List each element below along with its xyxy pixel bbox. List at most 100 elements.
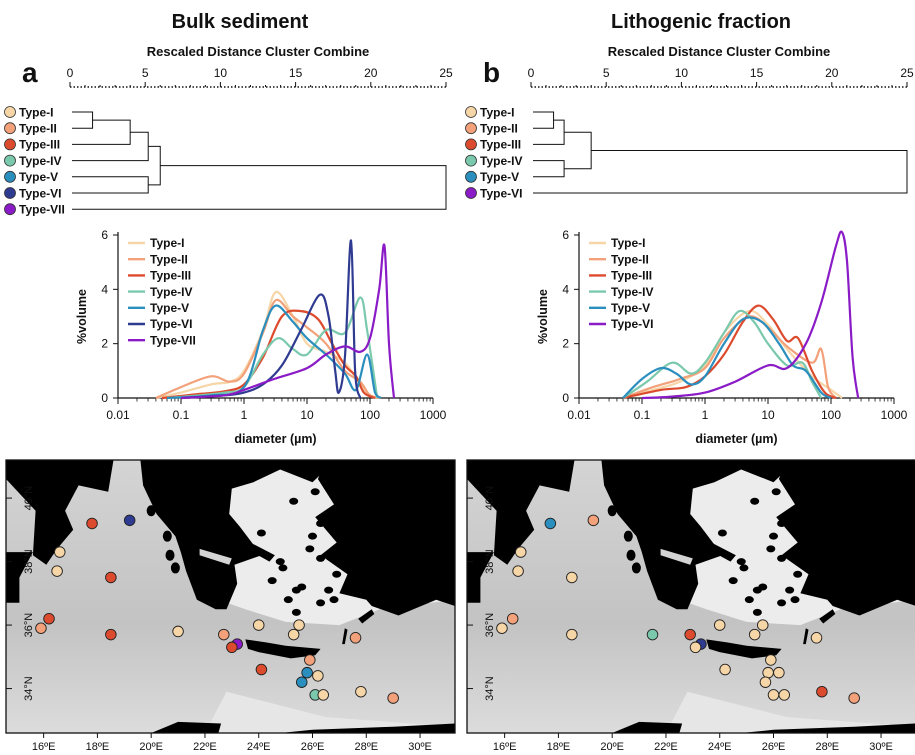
land-euboea: [690, 533, 736, 562]
lon-tick-label: 20ºE: [600, 741, 624, 753]
station-marker: [684, 628, 696, 641]
dendrogram-link: [148, 145, 161, 186]
station-marker: [587, 514, 600, 527]
legend-label: Type-II: [611, 252, 649, 266]
station-marker: [756, 619, 769, 631]
station-marker: [35, 622, 47, 634]
x-tick-label: 100: [821, 408, 841, 422]
land-island: [728, 577, 738, 585]
station-marker: [778, 689, 791, 701]
land-island: [777, 554, 787, 562]
x-tick-label: 1: [702, 408, 709, 422]
land-island: [758, 583, 768, 591]
leaf-marker: [4, 122, 16, 135]
land-crete: [706, 639, 782, 659]
scale-tick-label: 15: [750, 66, 764, 80]
station-marker: [43, 612, 55, 625]
x-tick-label: 1000: [420, 408, 447, 422]
shelf: [666, 691, 915, 733]
map-frame: [466, 459, 915, 734]
leaf-marker: [4, 170, 16, 183]
dendrogram-link: [72, 131, 149, 162]
lon-tick-label: 30ºE: [869, 741, 893, 753]
map-frame: [5, 459, 456, 734]
lon-tick-label: 24ºE: [708, 741, 732, 753]
series-line: [622, 315, 837, 400]
land-turkey: [315, 460, 455, 616]
station-marker: [496, 622, 508, 634]
station-marker: [544, 517, 557, 530]
station-marker: [765, 654, 777, 666]
leaf-marker: [4, 187, 16, 199]
scale-tick-label: 5: [142, 66, 149, 80]
dendrogram-title: Rescaled Distance Cluster Combine: [147, 44, 370, 59]
land-rhodes: [819, 609, 836, 624]
lon-tick-label: 18ºE: [547, 741, 571, 753]
lat-tick-label: 40°N: [23, 486, 35, 511]
y-tick-label: 2: [562, 337, 569, 351]
station-marker: [762, 666, 774, 679]
land-island: [329, 596, 339, 604]
land-island: [283, 596, 293, 604]
station-marker: [566, 571, 578, 584]
leaf-label: Type-I: [19, 105, 53, 119]
x-tick-label: 10: [300, 408, 314, 422]
land-island: [752, 608, 762, 616]
y-tick-label: 2: [101, 337, 108, 351]
panel-label: b: [483, 57, 500, 88]
station-marker: [748, 628, 761, 641]
dendrogram-link: [533, 149, 908, 194]
legend-label: Type-VI: [611, 317, 653, 331]
land-island: [316, 554, 326, 562]
land-crete: [245, 639, 321, 659]
leaf-marker: [4, 138, 16, 151]
legend-label: Type-III: [611, 269, 652, 283]
land-island: [739, 564, 749, 572]
land-island: [795, 548, 805, 556]
lon-tick-label: 18ºE: [86, 741, 110, 753]
series-line: [622, 309, 843, 400]
lat-tick-label: 34°N: [23, 676, 35, 701]
land-island: [607, 505, 617, 517]
land-africa: [467, 721, 683, 733]
lat-tick-label: 36°N: [484, 613, 496, 638]
legend-label: Type-V: [611, 301, 650, 315]
scale-tick-label: 10: [675, 66, 689, 80]
lon-tick-label: 20ºE: [139, 741, 163, 753]
lat-tick-label: 40°N: [484, 486, 496, 511]
land-island: [305, 545, 315, 553]
lon-tick-label: 26ºE: [762, 741, 786, 753]
leaf-marker: [4, 154, 16, 167]
legend-label: Type-III: [150, 269, 191, 283]
leaf-marker: [465, 187, 477, 199]
scale-tick-label: 0: [528, 66, 535, 80]
y-tick-label: 6: [562, 228, 569, 242]
station-marker: [767, 689, 780, 701]
station-marker: [252, 619, 265, 631]
scale-tick-label: 5: [603, 66, 610, 80]
scale-tick-label: 25: [900, 66, 914, 80]
land-island: [162, 530, 172, 542]
scale-tick-label: 0: [67, 66, 74, 80]
x-tick-label: 1000: [881, 408, 908, 422]
land-island: [777, 519, 787, 527]
station-marker: [226, 641, 238, 654]
panel-title: Lithogenic fraction: [611, 11, 791, 33]
land-africa: [741, 723, 915, 733]
land-karpathos: [803, 628, 809, 645]
land-karpathos: [342, 628, 348, 645]
leaf-marker: [465, 138, 477, 151]
lon-tick-label: 22ºE: [654, 741, 678, 753]
station-marker: [355, 685, 367, 698]
dendrogram-link: [564, 131, 592, 170]
leaf-marker: [465, 154, 477, 167]
lon-tick-label: 16ºE: [493, 741, 517, 753]
station-marker: [719, 663, 731, 676]
legend-label: Type-I: [150, 236, 184, 250]
land-island: [717, 529, 727, 537]
land-sicily: [6, 552, 33, 603]
dendrogram-link: [533, 160, 565, 178]
panel-label: a: [22, 57, 38, 88]
lon-tick-label: 28ºE: [354, 741, 378, 753]
